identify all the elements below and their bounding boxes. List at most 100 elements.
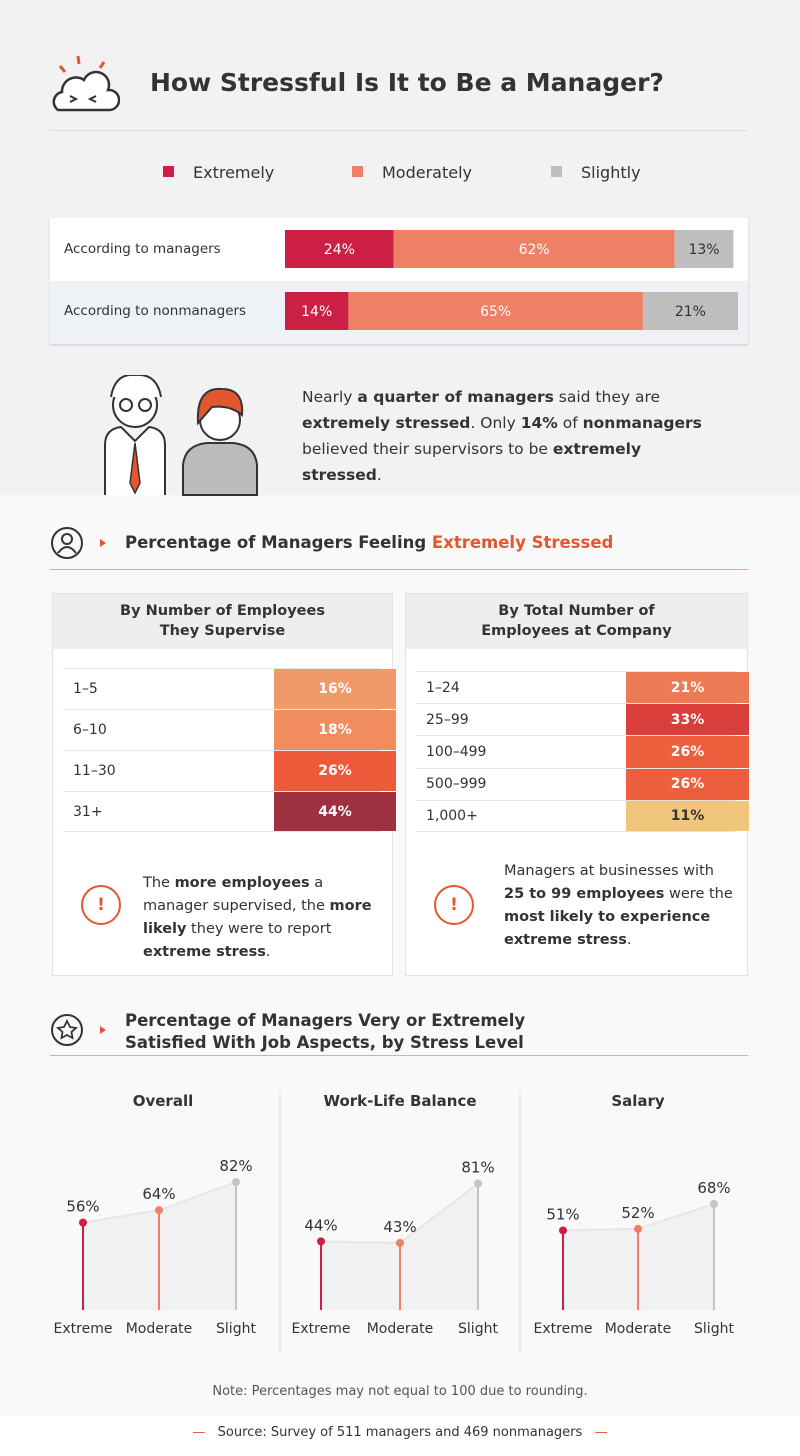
text: they were to report bbox=[186, 921, 332, 937]
x-tick-label: Slight bbox=[694, 1321, 734, 1337]
text: . bbox=[626, 932, 632, 948]
bar-segment bbox=[285, 230, 394, 268]
point bbox=[710, 1199, 718, 1208]
x-tick-label: Moderate bbox=[605, 1321, 672, 1337]
value-cell: 26% bbox=[626, 736, 749, 768]
legend-swatch bbox=[352, 166, 363, 177]
x-tick-label: Extreme bbox=[292, 1321, 351, 1337]
point bbox=[79, 1218, 87, 1227]
table-header: By Total Number of Employees at Company bbox=[406, 594, 747, 649]
value-label: 65% bbox=[480, 304, 511, 320]
table-row: 1–5 16% bbox=[63, 668, 396, 709]
value-label: 21% bbox=[675, 304, 706, 320]
text: . Only bbox=[470, 414, 521, 432]
row-label: 11–30 bbox=[73, 763, 116, 779]
bold-text: extremely stressed bbox=[302, 414, 471, 432]
bold-text: 25 to 99 employees bbox=[504, 886, 665, 902]
section-icon bbox=[51, 527, 106, 559]
x-tick-label: Extreme bbox=[534, 1321, 593, 1337]
bar-segment bbox=[674, 230, 734, 268]
row-label: 31+ bbox=[73, 803, 103, 820]
table-header-line: Employees at Company bbox=[481, 623, 672, 639]
table-header-line: By Number of Employees bbox=[120, 603, 325, 619]
text: said they are bbox=[553, 388, 661, 406]
bar-segment bbox=[285, 292, 349, 330]
category-label: According to nonmanagers bbox=[64, 303, 246, 319]
point bbox=[474, 1179, 482, 1188]
value-cell: 26% bbox=[274, 751, 396, 791]
point bbox=[396, 1238, 404, 1247]
note-text: The more employees a manager supervised,… bbox=[143, 872, 375, 964]
bold-text: 14% bbox=[520, 414, 558, 432]
value-label: 82% bbox=[219, 1157, 252, 1175]
x-tick-label: Extreme bbox=[54, 1321, 113, 1337]
x-tick-label: Slight bbox=[216, 1321, 256, 1337]
table-panel: By Total Number of Employees at Company 1–… bbox=[405, 593, 749, 976]
bold-text: nonmanagers bbox=[582, 414, 702, 432]
value-label: 81% bbox=[461, 1159, 494, 1177]
row-label: 500–999 bbox=[426, 776, 487, 793]
point bbox=[155, 1206, 163, 1215]
text: . bbox=[265, 944, 271, 960]
stacked-bar-chart: Extremely Moderately Slightly According to … bbox=[64, 163, 738, 330]
table-header-line: They Supervise bbox=[159, 623, 286, 639]
section-title-highlight: Extremely Stressed bbox=[431, 533, 614, 552]
row-label: 1–5 bbox=[73, 681, 98, 697]
row-label: 1–24 bbox=[426, 679, 460, 696]
bar-segment bbox=[348, 292, 643, 330]
divider bbox=[50, 1055, 748, 1056]
x-tick-label: Moderate bbox=[367, 1321, 434, 1337]
text: a manager supervised, the bbox=[143, 875, 330, 914]
chart-title: Overall bbox=[133, 1092, 194, 1110]
section-title-text: Percentage of Managers Feeling bbox=[125, 533, 432, 552]
value-label: 68% bbox=[697, 1179, 730, 1197]
source-bar bbox=[0, 1415, 800, 1456]
table-header-line: By Total Number of bbox=[498, 603, 655, 619]
category-label: According to managers bbox=[64, 241, 221, 257]
value-label: 56% bbox=[66, 1198, 99, 1216]
section-title: Percentage of Managers Feeling Extremely… bbox=[125, 533, 613, 552]
point bbox=[232, 1178, 240, 1187]
legend-label: Slightly bbox=[581, 163, 641, 182]
table-row: 1,000+ 11% bbox=[416, 799, 749, 832]
footnote: Note: Percentages may not equal to 100 d… bbox=[212, 1384, 588, 1399]
legend-label: Extremely bbox=[193, 163, 274, 182]
text: . bbox=[376, 466, 382, 484]
legend-swatch bbox=[551, 166, 562, 177]
bold-text: more employees bbox=[174, 875, 310, 891]
stress-cloud-icon bbox=[52, 55, 120, 112]
text: The bbox=[143, 875, 175, 891]
legend-label: Moderately bbox=[382, 163, 472, 182]
divider bbox=[50, 130, 748, 131]
legend-swatch bbox=[163, 166, 174, 177]
people-illustration bbox=[104, 375, 258, 496]
table-row: 6–10 18% bbox=[63, 709, 396, 750]
value-cell: 33% bbox=[626, 704, 749, 736]
section-icon bbox=[51, 1014, 106, 1046]
value-cell: 26% bbox=[626, 768, 749, 800]
summary-text: Nearly a quarter of managers said they a… bbox=[302, 384, 722, 488]
text: Managers at businesses with bbox=[504, 863, 714, 879]
value-label: 24% bbox=[324, 242, 355, 258]
page-title: How Stressful Is It to Be a Manager? bbox=[150, 68, 664, 97]
table-row: 31+ 44% bbox=[63, 791, 396, 832]
bar-segment bbox=[642, 292, 738, 330]
divider bbox=[50, 569, 748, 570]
bold-text: extreme stress bbox=[143, 944, 266, 960]
value-label: 14% bbox=[301, 304, 332, 320]
row-label: 25–99 bbox=[426, 711, 469, 728]
table-row: 25–99 33% bbox=[416, 703, 749, 736]
bar-segment bbox=[393, 230, 675, 268]
chart-title: Work-Life Balance bbox=[323, 1092, 476, 1110]
row-label: 100–499 bbox=[426, 743, 487, 760]
lollipop-charts: Overall 56% Extreme 64% Moderate 82% Slight Wor… bbox=[54, 1092, 734, 1355]
point bbox=[634, 1224, 642, 1233]
point bbox=[559, 1226, 567, 1235]
value-cell: 18% bbox=[274, 710, 396, 750]
text: were the bbox=[664, 886, 733, 902]
row-label: 6–10 bbox=[73, 722, 107, 738]
bold-text: more likely bbox=[143, 898, 372, 937]
text: believed their supervisors to be bbox=[302, 440, 553, 458]
point bbox=[317, 1237, 325, 1246]
